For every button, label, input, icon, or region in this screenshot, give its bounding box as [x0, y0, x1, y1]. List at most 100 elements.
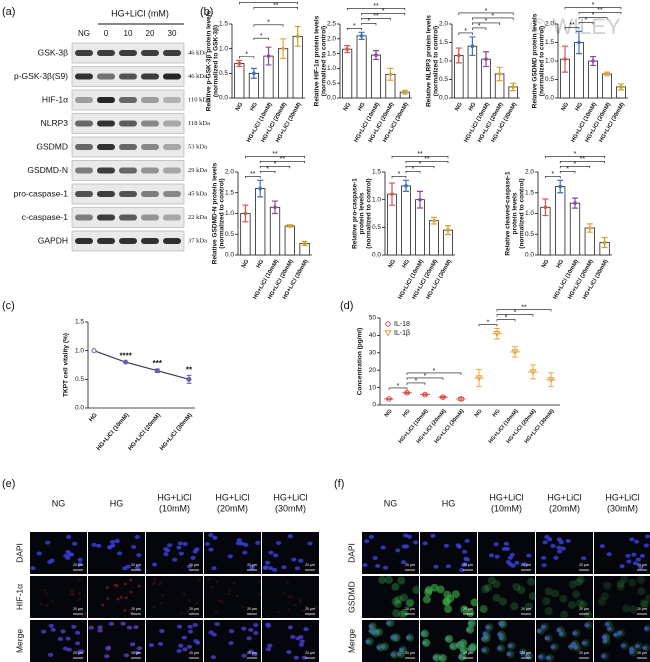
stain	[558, 630, 567, 639]
band	[97, 214, 115, 221]
y-axis-label: (normalized to control)	[366, 178, 373, 248]
cells	[479, 576, 537, 614]
stain	[282, 592, 286, 596]
scale-bar-label: 20 μm	[247, 651, 257, 655]
significance-bracket	[239, 2, 298, 5]
x-tick-label: HG	[256, 258, 266, 269]
error-bar	[474, 368, 484, 388]
lane-label: 10	[124, 29, 133, 38]
significance-bracket	[391, 176, 407, 179]
scale-bar-label: 20 μm	[73, 651, 83, 655]
nucleus	[109, 539, 116, 544]
column-label: (30mM)	[607, 503, 638, 513]
nucleus	[503, 541, 510, 546]
nucleus	[182, 647, 188, 652]
x-tick-label: NG	[343, 101, 353, 112]
stain	[132, 642, 136, 646]
bar	[284, 225, 295, 256]
cells	[481, 619, 534, 661]
stain	[217, 599, 221, 603]
significance-bracket	[361, 22, 377, 26]
band	[75, 167, 93, 174]
error-bar	[402, 391, 412, 395]
column-label: HG+LiCl	[489, 492, 523, 502]
nucleus	[509, 552, 515, 557]
band	[163, 144, 181, 150]
mean-dot	[432, 218, 436, 223]
stain	[296, 656, 300, 660]
stain	[540, 622, 549, 631]
stain	[392, 609, 401, 618]
nucleus	[66, 534, 72, 539]
stain	[190, 625, 193, 629]
band	[97, 120, 115, 127]
significance-bracket	[245, 176, 261, 179]
nucleus	[413, 540, 419, 545]
nucleus	[601, 635, 608, 640]
significance-label: **	[373, 13, 379, 20]
stain	[482, 629, 491, 638]
scale-bar-label: 20 μm	[405, 563, 415, 567]
stain	[380, 642, 389, 651]
y-tick-label: 0.0	[327, 95, 336, 102]
micrograph	[478, 532, 535, 574]
stain	[412, 586, 421, 595]
stain	[126, 653, 130, 657]
cells	[600, 620, 650, 661]
stain	[622, 604, 631, 613]
stain	[123, 608, 127, 612]
stain	[195, 639, 199, 643]
stain	[400, 608, 409, 617]
stain	[616, 582, 625, 591]
stain	[195, 623, 199, 627]
stain	[50, 653, 54, 657]
stain	[135, 625, 139, 629]
nucleus	[386, 621, 392, 626]
significance-label: **	[272, 151, 278, 158]
scale-bar-label: 20 μm	[463, 607, 473, 611]
nucleus	[273, 553, 279, 558]
y-tick-label: 1.5	[439, 39, 448, 46]
error-bar	[492, 327, 502, 340]
significance-label: *	[478, 23, 481, 30]
stain	[391, 597, 400, 606]
stain	[179, 611, 183, 615]
stain	[158, 582, 162, 586]
band	[163, 120, 181, 127]
nucleus	[72, 541, 78, 546]
mean-dot	[591, 59, 595, 63]
band	[119, 120, 137, 127]
band	[141, 120, 159, 127]
bar	[588, 60, 598, 99]
band	[141, 167, 159, 174]
nucleus	[268, 566, 274, 571]
significance-label: *	[397, 383, 400, 390]
stain	[255, 623, 259, 627]
nucleus	[204, 541, 211, 546]
significance-bracket	[239, 56, 255, 59]
scale-bar-label: 20 μm	[305, 607, 315, 611]
x-tick-label: NG	[454, 101, 464, 112]
mean-dot	[252, 71, 256, 76]
nucleus	[77, 557, 83, 562]
nucleus	[177, 541, 183, 546]
size-label: 37 kDa	[188, 237, 207, 244]
band	[163, 97, 181, 103]
nucleus	[91, 542, 97, 547]
stain	[197, 641, 201, 645]
size-label: 22 kDa	[188, 214, 207, 221]
y-axis-label: Relative p-GSK-3β protein levels	[206, 10, 213, 111]
nucleus	[403, 544, 410, 549]
nucleus	[497, 632, 503, 637]
stain	[645, 594, 650, 603]
nucleus	[456, 544, 462, 549]
cells	[207, 577, 261, 616]
significance-bracket	[259, 166, 291, 169]
cells	[597, 575, 650, 614]
y-tick-label: 0.5	[75, 376, 84, 383]
row-label: Merge	[346, 629, 356, 653]
nucleus	[572, 631, 578, 636]
significance-label: *	[574, 151, 577, 158]
significance-label: *	[464, 28, 467, 35]
x-tick-label: NG	[384, 408, 394, 418]
